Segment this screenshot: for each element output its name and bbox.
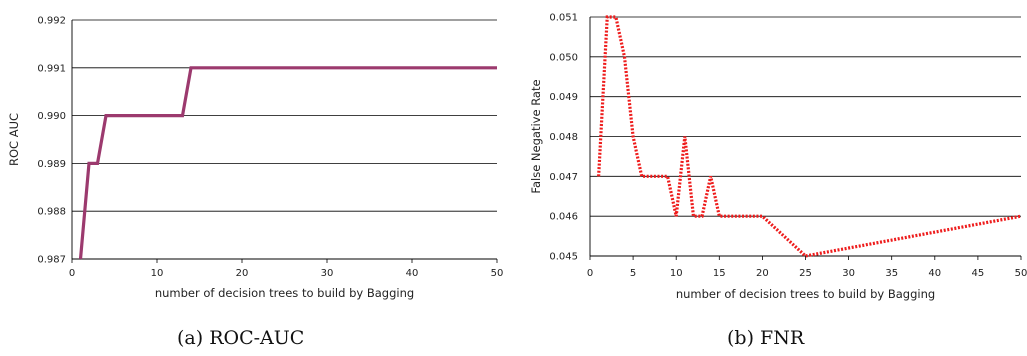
x-tick-label: 5 xyxy=(630,268,636,279)
series-line xyxy=(597,15,1022,258)
y-tick-label: 0.991 xyxy=(37,63,66,74)
x-axis-label: number of decision trees to build by Bag… xyxy=(155,286,414,300)
x-tick-label: 30 xyxy=(842,268,855,279)
y-axis-label: ROC AUC xyxy=(7,113,21,166)
y-tick-label: 0.992 xyxy=(37,16,66,27)
chart-roc-auc: 0.987 0.988 0.989 0.990 0.991 0.992 0 10 20 30 40 5… xyxy=(7,16,503,301)
y-tick-label: 0.046 xyxy=(549,212,578,223)
y-tick-label: 0.045 xyxy=(549,252,578,263)
x-tick-label: 30 xyxy=(321,268,334,279)
y-tick-label: 0.987 xyxy=(37,255,66,266)
y-tick-label: 0.989 xyxy=(37,159,66,170)
x-tick-label: 10 xyxy=(151,268,164,279)
caption-roc-auc: (a) ROC-AUC xyxy=(177,327,305,349)
y-axis-label: False Negative Rate xyxy=(529,79,543,193)
x-tick-label: 15 xyxy=(713,268,726,279)
x-tick-label: 25 xyxy=(799,268,812,279)
x-axis-label: number of decision trees to build by Bag… xyxy=(676,287,935,301)
x-tick-label: 40 xyxy=(928,268,941,279)
x-tick-label: 45 xyxy=(972,268,985,279)
x-tick-label: 50 xyxy=(1015,268,1027,279)
series-line xyxy=(78,66,497,260)
x-tick-label: 35 xyxy=(885,268,898,279)
x-tick-label: 20 xyxy=(236,268,249,279)
chart-fnr: 0.045 0.046 0.047 0.048 0.049 0.050 0.051 0 5 10 1… xyxy=(529,13,1027,302)
y-tick-label: 0.990 xyxy=(37,111,66,122)
caption-fnr: (b) FNR xyxy=(727,327,805,349)
y-tick-label: 0.049 xyxy=(549,92,578,103)
x-tick-label: 50 xyxy=(491,268,504,279)
y-tick-label: 0.051 xyxy=(549,13,578,24)
y-tick-label: 0.050 xyxy=(549,52,578,63)
y-tick-label: 0.048 xyxy=(549,132,578,143)
y-tick-label: 0.047 xyxy=(549,172,578,183)
x-tick-label: 10 xyxy=(670,268,683,279)
x-tick-label: 0 xyxy=(587,268,593,279)
x-tick-label: 40 xyxy=(406,268,419,279)
x-tick-label: 0 xyxy=(69,268,75,279)
x-tick-label: 20 xyxy=(756,268,769,279)
y-tick-label: 0.988 xyxy=(37,207,66,218)
